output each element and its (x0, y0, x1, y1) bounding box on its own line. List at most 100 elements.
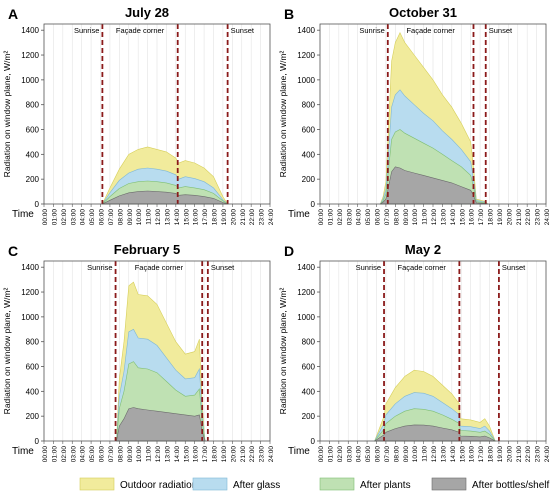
y-tick-label: 600 (302, 126, 316, 135)
y-tick-label: 200 (26, 412, 40, 421)
x-tick-label: 07:00 (384, 446, 391, 463)
x-tick-label: 18:00 (212, 446, 219, 463)
area-after-bottles-shelf (373, 424, 496, 442)
x-tick-label: 04:00 (80, 209, 87, 226)
x-tick-label: 05:00 (365, 446, 372, 463)
x-tick-label: 11:00 (422, 446, 429, 462)
x-tick-label: 12:00 (155, 446, 162, 463)
x-tick-label: 16:00 (469, 446, 476, 463)
x-tick-label: 10:00 (412, 446, 419, 463)
time-label: Time (288, 209, 310, 220)
marker-label-sunrise: Sunrise (356, 263, 381, 272)
x-tick-label: 14:00 (450, 209, 457, 226)
y-tick-label: 1200 (21, 51, 39, 60)
y-tick-label: 0 (311, 437, 316, 446)
panel-letter: B (284, 6, 294, 22)
x-tick-label: 12:00 (431, 446, 438, 463)
marker-label-sunrise: Sunrise (359, 26, 384, 35)
x-tick-label: 11:00 (146, 209, 153, 225)
x-tick-label: 08:00 (393, 209, 400, 226)
x-tick-label: 20:00 (230, 446, 237, 463)
y-tick-label: 1000 (21, 76, 39, 85)
x-tick-label: 24:00 (544, 446, 550, 463)
marker-label-sunrise: Sunrise (87, 263, 112, 272)
panel-letter: D (284, 243, 294, 259)
legend-label: After plants (360, 480, 411, 491)
x-tick-label: 10:00 (136, 209, 143, 226)
x-tick-label: 00:00 (42, 446, 49, 463)
y-axis-label: Radiation on window plane, W/m² (2, 288, 12, 415)
x-tick-label: 09:00 (403, 446, 410, 463)
panel-title: February 5 (114, 242, 180, 257)
x-tick-label: 14:00 (174, 446, 181, 463)
x-tick-label: 23:00 (535, 446, 542, 463)
x-tick-label: 20:00 (230, 209, 237, 226)
x-tick-label: 01:00 (327, 446, 334, 463)
y-tick-label: 600 (26, 126, 40, 135)
y-tick-label: 1400 (297, 263, 315, 272)
legend-swatch (431, 477, 467, 491)
x-tick-label: 12:00 (431, 209, 438, 226)
legend-label: After bottles/shelf (472, 480, 549, 491)
x-tick-label: 05:00 (365, 209, 372, 226)
x-tick-label: 16:00 (193, 446, 200, 463)
y-tick-label: 1200 (297, 288, 315, 297)
y-tick-label: 1000 (297, 76, 315, 85)
y-axis-label: Radiation on window plane, W/m² (2, 51, 12, 178)
legend-label: After glass (233, 480, 280, 491)
marker-label-sunset: Sunset (489, 26, 513, 35)
y-tick-label: 1400 (21, 263, 39, 272)
x-tick-label: 23:00 (259, 446, 266, 463)
y-tick-label: 200 (26, 175, 40, 184)
x-tick-label: 10:00 (136, 446, 143, 463)
x-tick-label: 08:00 (393, 446, 400, 463)
x-tick-label: 16:00 (469, 209, 476, 226)
x-tick-label: 19:00 (221, 446, 228, 463)
y-tick-label: 200 (302, 175, 316, 184)
x-tick-label: 10:00 (412, 209, 419, 226)
y-tick-label: 1400 (297, 26, 315, 35)
x-tick-label: 08:00 (117, 209, 124, 226)
x-tick-label: 02:00 (337, 209, 344, 226)
x-tick-label: 19:00 (497, 446, 504, 463)
y-tick-label: 1000 (21, 313, 39, 322)
y-tick-label: 400 (302, 150, 316, 159)
legend-swatch (319, 477, 355, 491)
x-tick-label: 04:00 (356, 446, 363, 463)
y-tick-label: 1000 (297, 313, 315, 322)
x-tick-label: 06:00 (375, 446, 382, 463)
x-tick-label: 03:00 (70, 446, 77, 463)
x-tick-label: 19:00 (497, 209, 504, 226)
marker-label-facade: Façade corner (398, 263, 447, 272)
x-tick-label: 13:00 (164, 446, 171, 463)
x-tick-label: 24:00 (544, 209, 550, 226)
panel-c: Sunrise Façade corner Sunset 0 200 400 600 800 1… (2, 242, 275, 462)
x-tick-label: 24:00 (268, 446, 275, 463)
x-tick-label: 17:00 (478, 446, 485, 463)
x-tick-label: 15:00 (183, 446, 190, 463)
x-tick-label: 16:00 (193, 209, 200, 226)
x-tick-label: 01:00 (51, 446, 58, 463)
x-tick-label: 18:00 (488, 209, 495, 226)
x-tick-label: 06:00 (375, 209, 382, 226)
y-tick-label: 1400 (21, 26, 39, 35)
x-tick-label: 12:00 (155, 209, 162, 226)
panel-letter: C (8, 243, 18, 259)
x-tick-label: 00:00 (318, 209, 325, 226)
panel-a: Sunrise Façade corner Sunset 0 200 400 600 800 1… (2, 5, 275, 225)
x-tick-label: 23:00 (259, 209, 266, 226)
y-tick-label: 1200 (297, 51, 315, 60)
legend-label: Outdoor radiation (120, 480, 197, 491)
y-tick-label: 0 (311, 200, 316, 209)
x-tick-label: 03:00 (70, 209, 77, 226)
x-tick-label: 00:00 (318, 446, 325, 463)
y-tick-label: 800 (302, 338, 316, 347)
x-tick-label: 08:00 (117, 446, 124, 463)
x-tick-label: 17:00 (202, 446, 209, 463)
x-tick-label: 20:00 (506, 446, 513, 463)
panel-title: October 31 (389, 5, 457, 20)
x-tick-label: 04:00 (80, 446, 87, 463)
x-tick-label: 17:00 (202, 209, 209, 226)
x-tick-label: 15:00 (459, 446, 466, 463)
y-tick-label: 800 (26, 338, 40, 347)
